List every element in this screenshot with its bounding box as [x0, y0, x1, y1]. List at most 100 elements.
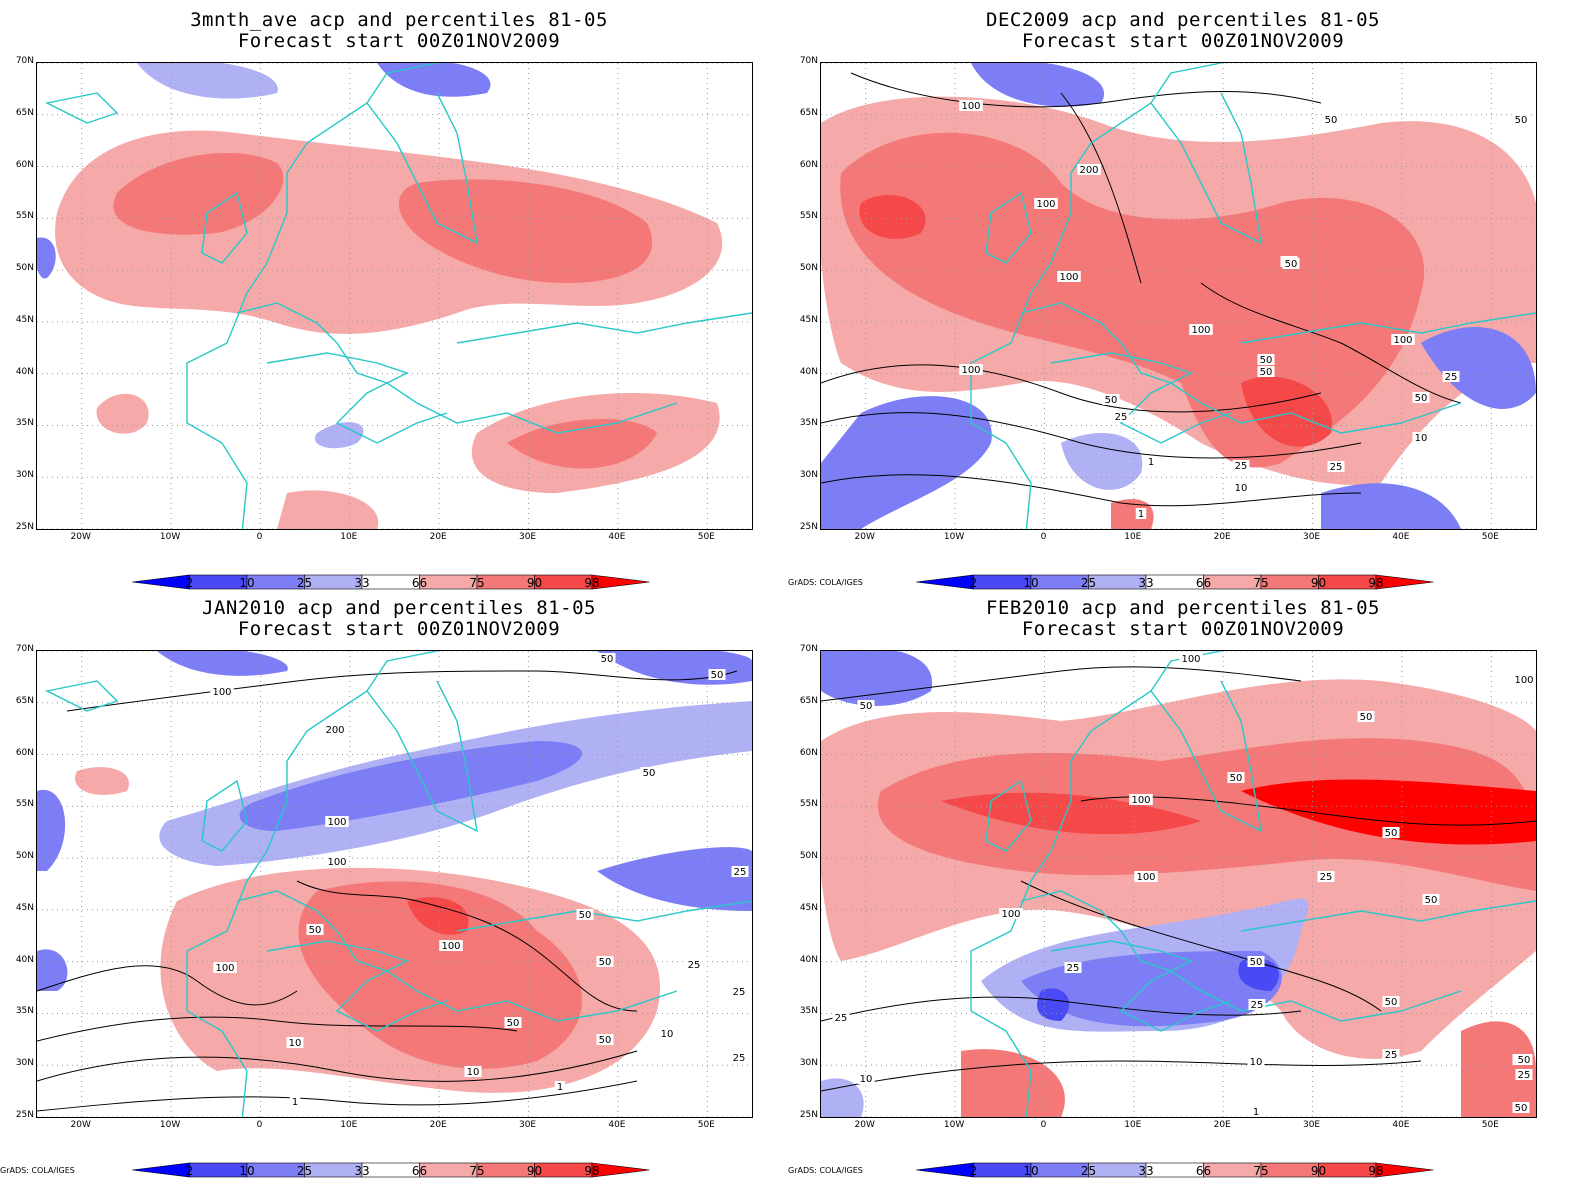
contour-label: 50	[1518, 1055, 1531, 1066]
contour-label-bg	[1357, 711, 1375, 722]
latitude-label: 65N	[799, 695, 818, 706]
map-area: 1005050200100501005010010050502510050255…	[820, 62, 1537, 530]
contour-label: 25	[734, 867, 747, 878]
colorbar-swatch	[1375, 574, 1434, 590]
latitude-label: 45N	[799, 314, 818, 325]
latitude-label: 55N	[15, 211, 34, 222]
contour-label: 100	[327, 857, 346, 868]
latitude-label: 25N	[15, 522, 34, 532]
contour-label-bg	[1412, 392, 1430, 403]
map-panel-feb2010: FEB2010 acp and percentiles 81-05 Foreca…	[784, 588, 1582, 1186]
longitude-label: 30E	[518, 1120, 537, 1130]
contour-label: 25	[1385, 1050, 1398, 1061]
colorbar-label: 75	[1253, 576, 1269, 590]
contour-label: 25	[1330, 462, 1343, 473]
graticule	[821, 63, 1536, 529]
contour-label: 50	[507, 1018, 520, 1029]
contour-label: 50	[1360, 712, 1373, 723]
contour-label-bg	[730, 986, 748, 997]
colorbar-label: 33	[354, 1164, 370, 1178]
contour-label: 100	[1514, 675, 1533, 686]
longitude-label: 10E	[1124, 1120, 1142, 1130]
contour-label: 100	[961, 365, 980, 376]
panel-subtitle: Forecast start 00Z01NOV2009	[237, 618, 561, 640]
contour-label-bg	[1077, 164, 1101, 175]
contour-label-bg	[959, 364, 983, 375]
map-svg: 100 100 50 50 50 100 50 100 25 100 50 25 50 25 50 10 10 1…	[821, 651, 1536, 1117]
colorbar-label: 10	[239, 576, 255, 590]
contour-label: 1	[557, 1082, 563, 1093]
colorbar-label: 33	[354, 576, 370, 590]
map-svg	[37, 63, 752, 529]
contour-label: 50	[1230, 773, 1243, 784]
longitude-label: 20W	[854, 1120, 875, 1130]
graticule	[821, 651, 1536, 1117]
contour-label-bg	[857, 1073, 875, 1084]
contour-label: 10	[1235, 483, 1248, 494]
contour-label-bg	[1112, 411, 1130, 422]
longitude-label: 50E	[1481, 1120, 1499, 1130]
contour-label-bg	[1227, 772, 1245, 783]
coastlines	[44, 63, 752, 529]
contour-label: 10	[661, 1029, 674, 1040]
contour-label: 50	[1385, 828, 1398, 839]
map-panel-3month: 3mnth_ave acp and percentiles 81-05 Fore…	[0, 0, 798, 598]
colorbar-label: 2	[969, 576, 978, 590]
contour-label: 100	[1191, 325, 1210, 336]
latitude-label: 55N	[799, 799, 818, 810]
latitude-label: 70N	[15, 56, 34, 66]
colorbar	[916, 1162, 1434, 1178]
contour-label-bg	[1135, 508, 1147, 519]
latitude-label: 60N	[15, 747, 34, 758]
colorbar-label: 98	[1368, 576, 1384, 590]
colorbar-label: 90	[1310, 576, 1327, 590]
colorbar-label: 75	[469, 1164, 485, 1178]
contour-label: 50	[643, 768, 656, 779]
colorbar	[916, 574, 1434, 590]
contour-label: 25	[688, 960, 701, 971]
contour-label: 25	[733, 987, 746, 998]
colorbar-label: 90	[1310, 1164, 1327, 1178]
precip-shading	[37, 63, 723, 529]
contour-label: 100	[441, 941, 460, 952]
colorbar-swatch	[591, 574, 650, 590]
graticule	[37, 651, 752, 1117]
contour-label: 50	[1260, 355, 1273, 366]
longitude-label: 10W	[159, 532, 181, 542]
colorbar	[132, 1162, 650, 1178]
colorbar-label: 2	[969, 1164, 978, 1178]
grads-credit: GrADS: COLA/IGES	[788, 578, 863, 587]
colorbar-label: 90	[526, 1164, 543, 1178]
contour-labels: 100 50 50 200 50 100 100 25 50 100 100 50 50 25 25 10 50…	[210, 653, 749, 1108]
contour-label-bg	[1382, 996, 1400, 1007]
longitude-label: 20E	[1213, 532, 1231, 542]
longitude-label: 10E	[340, 532, 358, 542]
latitude-label: 55N	[15, 799, 34, 810]
contour-label: 100	[215, 963, 234, 974]
contour-label-bg	[832, 1012, 850, 1023]
contour-label-bg	[1382, 1049, 1400, 1060]
longitude-label: 30E	[518, 532, 537, 542]
latitude-label: 25N	[799, 522, 818, 532]
latitude-label: 50N	[15, 851, 34, 862]
contour-label: 50	[1250, 957, 1263, 968]
contour-label: 25	[733, 1053, 746, 1064]
contour-label-bg	[1512, 1102, 1530, 1113]
latitude-label: 60N	[799, 747, 818, 758]
longitude-label: 10W	[943, 532, 965, 542]
colorbar-label: 66	[411, 576, 428, 590]
contour-label: 50	[1515, 115, 1528, 126]
contour-label: 50	[1105, 395, 1118, 406]
contour-label-bg	[325, 856, 349, 867]
latitude-label: 50N	[799, 263, 818, 274]
longitude-label: 50E	[697, 1120, 715, 1130]
longitude-label: 10E	[340, 1120, 358, 1130]
contour-label-bg	[504, 1017, 522, 1028]
contour-label: 50	[1325, 115, 1338, 126]
colorbar-label: 10	[1023, 576, 1039, 590]
contour-label-bg	[857, 700, 875, 711]
latitude-label: 70N	[15, 644, 34, 654]
contour-label: 50	[711, 670, 724, 681]
latitude-label: 65N	[799, 107, 818, 118]
colorbar-label: 25	[1080, 576, 1097, 590]
